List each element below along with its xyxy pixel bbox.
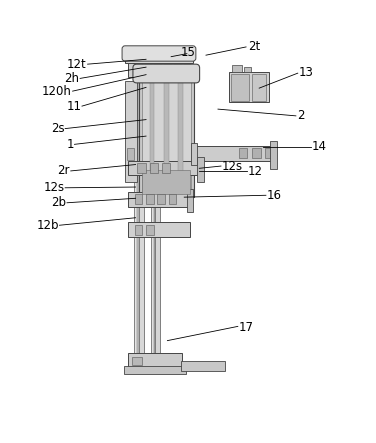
Bar [168, 194, 176, 204]
Text: 16: 16 [267, 189, 282, 202]
Text: 15: 15 [180, 46, 196, 58]
Text: 11: 11 [66, 100, 81, 113]
Text: 120h: 120h [42, 85, 72, 97]
Bar [134, 74, 137, 368]
Bar [232, 65, 241, 72]
FancyBboxPatch shape [122, 46, 196, 61]
Bar [137, 74, 139, 368]
Bar [146, 194, 153, 204]
Text: 2s: 2s [51, 122, 64, 135]
Bar [164, 77, 168, 194]
Text: 2b: 2b [51, 196, 66, 209]
Bar [135, 194, 142, 204]
Bar [128, 353, 182, 367]
Text: 12t: 12t [67, 58, 87, 71]
Bar [150, 74, 153, 368]
Bar [128, 61, 190, 77]
Text: 2h: 2h [64, 72, 79, 85]
Bar [150, 77, 154, 194]
Bar [154, 64, 161, 74]
Text: 12s: 12s [43, 181, 64, 194]
Bar [138, 74, 194, 197]
Bar [231, 74, 249, 101]
Bar [127, 148, 134, 159]
Bar [157, 194, 165, 204]
Bar [126, 81, 137, 182]
Bar [183, 64, 190, 74]
Bar [229, 72, 268, 102]
Bar [187, 189, 193, 212]
Bar [128, 191, 190, 206]
Text: 2r: 2r [58, 164, 70, 178]
Bar [252, 148, 261, 158]
Bar [244, 67, 251, 72]
Bar [128, 161, 201, 175]
Bar [124, 366, 186, 373]
Bar [137, 163, 146, 173]
Bar [162, 163, 170, 173]
Bar [142, 170, 190, 194]
Bar [141, 75, 191, 195]
Bar [164, 64, 171, 74]
Text: 13: 13 [299, 66, 313, 79]
Text: 2: 2 [297, 109, 304, 122]
Text: 12: 12 [248, 165, 263, 178]
Bar [155, 74, 159, 368]
Bar [180, 361, 226, 371]
Text: 2t: 2t [248, 40, 260, 53]
Bar [265, 148, 273, 158]
FancyBboxPatch shape [133, 64, 200, 83]
Bar [197, 157, 204, 182]
Text: 14: 14 [312, 140, 327, 153]
Bar [139, 74, 144, 368]
Bar [132, 357, 142, 365]
Bar [150, 163, 158, 173]
Bar [146, 225, 153, 235]
Text: 1: 1 [66, 138, 74, 151]
Text: 17: 17 [239, 321, 253, 334]
Bar [153, 74, 155, 368]
Bar [128, 222, 190, 237]
Bar [144, 64, 151, 74]
Bar [135, 64, 141, 74]
Bar [194, 146, 274, 161]
Text: 12s: 12s [222, 159, 243, 173]
Bar [252, 74, 266, 101]
Bar [174, 64, 180, 74]
Bar [191, 143, 197, 165]
Bar [178, 77, 183, 194]
Bar [135, 225, 142, 235]
Text: 12b: 12b [36, 219, 59, 232]
Bar [239, 148, 247, 158]
Bar [125, 48, 193, 62]
Bar [270, 141, 277, 169]
